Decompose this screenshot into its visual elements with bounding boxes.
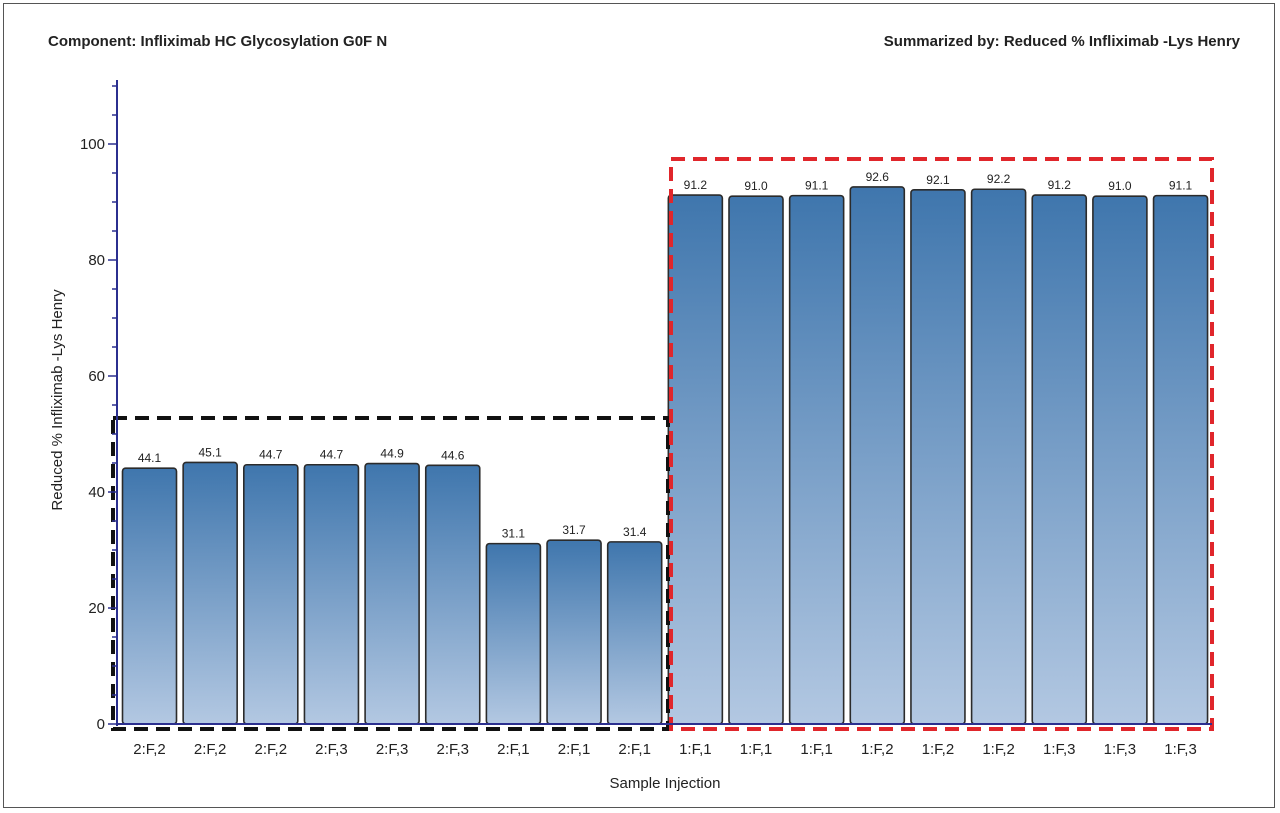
bar [606,541,663,725]
x-tick-label: 2:F,3 [436,741,469,758]
y-tick-label: 80 [88,252,105,269]
bar [788,194,845,725]
bar [546,539,602,725]
red-dashed-highlight-box [669,157,1214,731]
y-tick-label: 40 [88,484,105,501]
x-tick-label: 1:F,1 [800,741,833,758]
x-tick-label: 1:F,2 [861,741,894,758]
x-tick-label: 2:F,1 [558,741,591,758]
bar-value-label: 91.2 [684,178,708,192]
component-header: Component: Infliximab HC Glycosylation G… [48,33,388,50]
bar [1031,194,1088,725]
bar-value-label: 31.7 [562,523,586,537]
bar-value-label: 45.1 [198,445,222,459]
bar [424,464,481,725]
bar-value-label: 31.4 [623,525,647,539]
y-axis-title: Reduced % Infliximab -Lys Henry [49,289,66,511]
x-tick-label: 2:F,3 [315,741,348,758]
chart-border [3,3,1275,808]
x-tick-label: 1:F,3 [1164,741,1197,758]
bar-value-label: 44.6 [441,448,465,462]
x-tick-label: 2:F,1 [618,741,651,758]
x-tick-label: 1:F,3 [1043,741,1076,758]
x-tick-label: 1:F,2 [982,741,1015,758]
x-tick-label: 2:F,2 [255,741,288,758]
bar [182,461,238,725]
bar [303,463,360,725]
x-axis-title: Sample Injection [610,775,721,792]
y-tick-label: 20 [88,600,105,617]
bar-value-label: 44.1 [138,451,162,465]
bar [121,467,178,725]
x-tick-label: 2:F,3 [376,741,409,758]
bar [1152,194,1209,725]
bar [1092,195,1148,725]
y-tick-label: 100 [80,136,105,153]
x-tick-label: 2:F,2 [194,741,227,758]
x-tick-label: 1:F,3 [1104,741,1137,758]
bar [364,462,420,725]
x-tick-label: 1:F,1 [679,741,712,758]
x-tick-label: 1:F,1 [740,741,773,758]
bar-value-label: 92.6 [866,170,890,184]
bar [849,186,906,725]
black-dashed-highlight-box [111,416,670,731]
bar-value-label: 91.1 [1169,179,1193,193]
bar [243,463,299,725]
bar [667,194,724,725]
x-tick-label: 1:F,2 [922,741,955,758]
bar [910,189,966,725]
bar-value-label: 31.1 [502,527,526,541]
bar-value-label: 44.7 [259,448,283,462]
bar-value-label: 44.7 [320,448,344,462]
bar-value-label: 91.1 [805,179,829,193]
bar-value-label: 44.9 [380,447,404,461]
x-tick-label: 2:F,1 [497,741,530,758]
bar-value-label: 91.0 [1108,179,1132,193]
bar [485,542,542,725]
x-tick-label: 2:F,2 [133,741,166,758]
bar-value-label: 91.0 [744,179,768,193]
bar-value-label: 92.2 [987,172,1011,186]
bar-value-label: 92.1 [926,173,950,187]
bar [728,195,784,725]
bar-value-label: 91.2 [1048,178,1072,192]
y-tick-label: 60 [88,368,105,385]
bar [970,188,1027,725]
summary-header: Summarized by: Reduced % Infliximab -Lys… [883,33,1240,50]
y-tick-label: 0 [97,716,105,733]
